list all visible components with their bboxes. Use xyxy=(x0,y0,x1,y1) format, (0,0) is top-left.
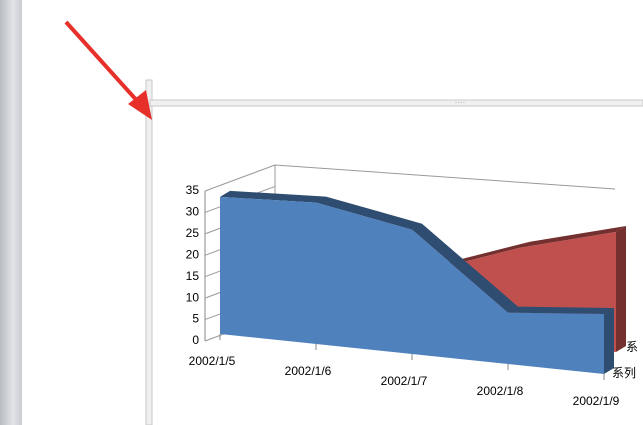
window-edge xyxy=(0,0,22,425)
chart: 0 5 10 15 20 25 30 35 2002/1/5 2002/1/6 2002/1/7 20… xyxy=(186,164,638,408)
y-tick-label: 35 xyxy=(186,183,200,197)
y-tick-label: 25 xyxy=(186,226,200,240)
chart-frame-top xyxy=(149,99,643,107)
y-tick-label: 0 xyxy=(192,333,199,347)
grid-line xyxy=(204,164,276,192)
x-tick-label: 2002/1/7 xyxy=(381,374,428,388)
resize-handle[interactable]: ···· xyxy=(455,98,466,107)
y-tick-label: 5 xyxy=(192,312,199,326)
arrow-head xyxy=(128,90,152,120)
x-tick-label: 2002/1/8 xyxy=(477,384,524,398)
area-side xyxy=(616,226,626,352)
x-tick-label: 2002/1/6 xyxy=(285,364,332,378)
legend-entry: 系列 xyxy=(612,366,636,380)
x-tick-label: 2002/1/9 xyxy=(573,394,620,408)
x-tick-label: 2002/1/5 xyxy=(189,354,236,368)
legend-entry: 系 xyxy=(626,340,638,354)
y-tick-label: 20 xyxy=(186,247,200,261)
wall-edge xyxy=(274,164,616,190)
y-tick-label: 15 xyxy=(186,269,200,283)
area-side xyxy=(604,308,614,374)
y-tick-label: 30 xyxy=(186,205,200,219)
area xyxy=(220,196,604,374)
arrow-shaft xyxy=(64,20,142,106)
annotation-arrow xyxy=(64,20,152,120)
y-tick-label: 10 xyxy=(186,290,200,304)
chart-frame-left xyxy=(145,79,153,425)
